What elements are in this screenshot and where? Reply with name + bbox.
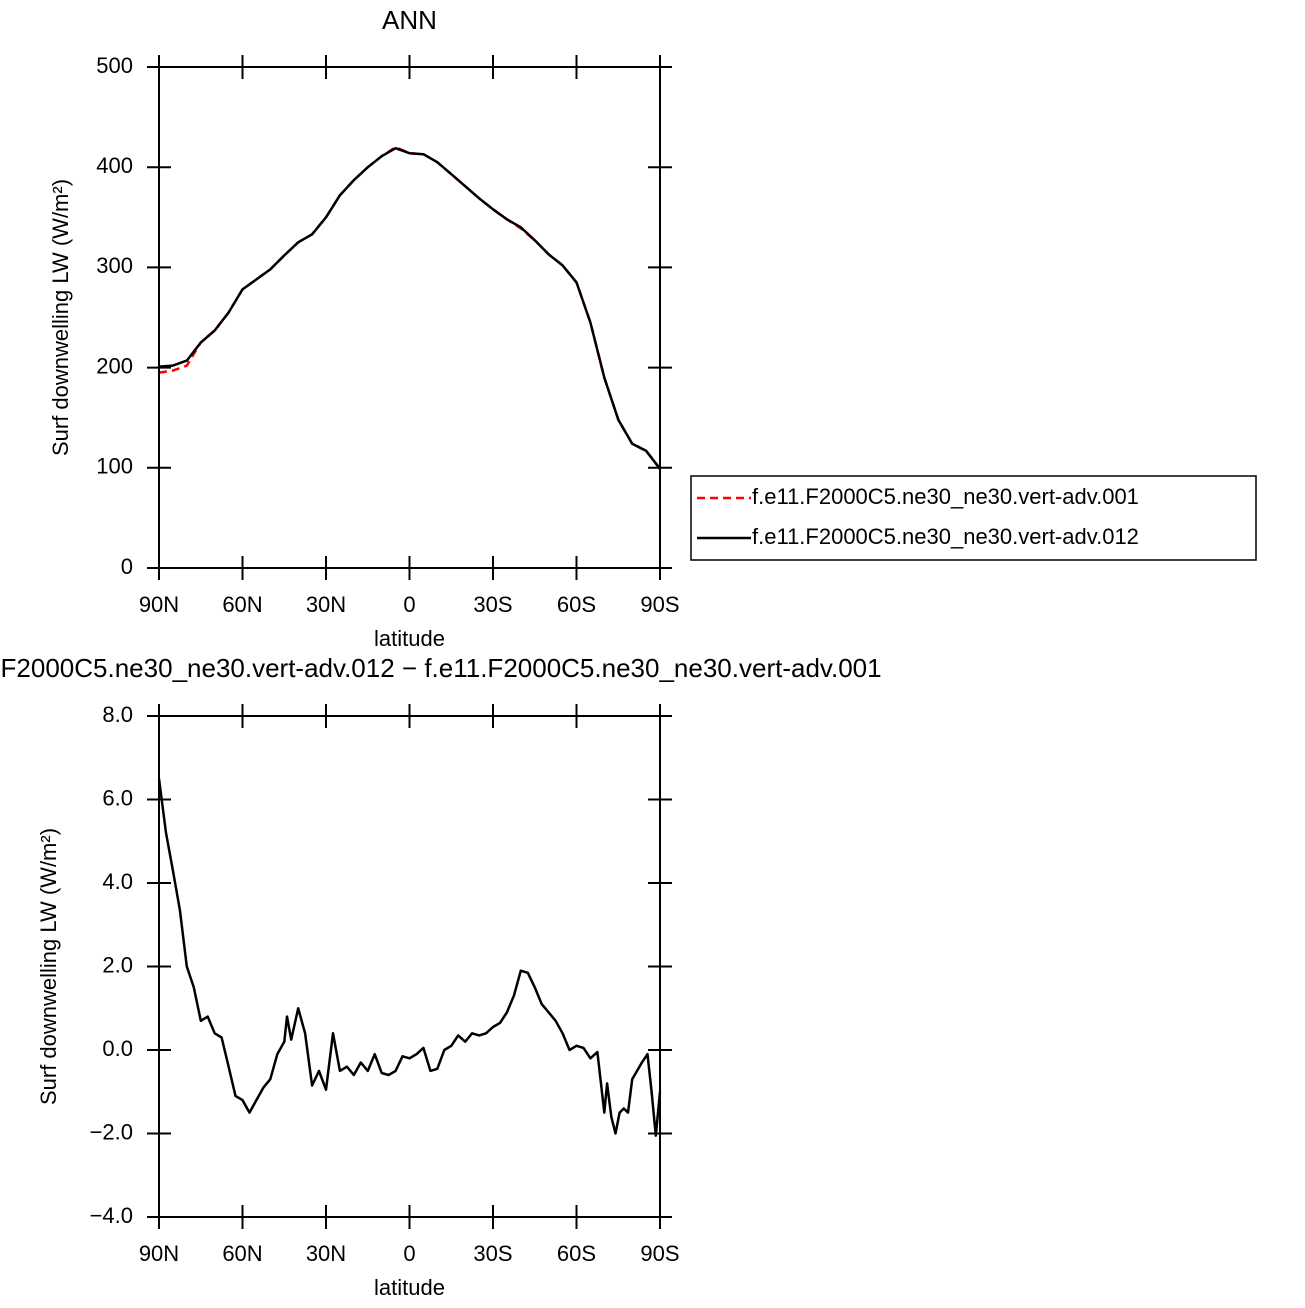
y-tick-label: 4.0 — [102, 869, 133, 894]
y-tick-label: 300 — [96, 253, 133, 278]
x-tick-label: 90S — [640, 1241, 679, 1266]
y-tick-label: 500 — [96, 53, 133, 78]
x-tick-label: 90S — [640, 592, 679, 617]
x-tick-label: 60S — [557, 592, 596, 617]
x-tick-label: 60N — [222, 1241, 262, 1266]
x-axis-label: latitude — [374, 626, 445, 651]
chart-title: f.e11.F2000C5.ne30_ne30.vert-adv.012 − f… — [0, 653, 882, 683]
legend-label: f.e11.F2000C5.ne30_ne30.vert-adv.012 — [752, 524, 1139, 549]
y-tick-label: 400 — [96, 153, 133, 178]
x-axis-label: latitude — [374, 1275, 445, 1300]
x-tick-label: 60S — [557, 1241, 596, 1266]
x-tick-label: 30N — [306, 1241, 346, 1266]
plot-frame — [158, 715, 661, 1218]
x-tick-label: 30S — [473, 592, 512, 617]
y-tick-label: 8.0 — [102, 702, 133, 727]
x-tick-label: 0 — [403, 592, 415, 617]
x-tick-label: 90N — [139, 1241, 179, 1266]
y-axis-label: Surf downwelling LW (W/m²) — [36, 828, 61, 1105]
plot-frame — [158, 66, 661, 569]
y-tick-label: 0.0 — [102, 1036, 133, 1061]
y-axis-label: Surf downwelling LW (W/m²) — [48, 179, 73, 456]
y-tick-label: 0 — [121, 554, 133, 579]
x-tick-label: 0 — [403, 1241, 415, 1266]
y-tick-label: −4.0 — [90, 1203, 133, 1228]
x-tick-label: 30S — [473, 1241, 512, 1266]
chart-title: ANN — [382, 5, 437, 35]
x-tick-label: 90N — [139, 592, 179, 617]
y-tick-label: 6.0 — [102, 785, 133, 810]
y-tick-label: 200 — [96, 353, 133, 378]
data-line — [157, 778, 662, 1137]
data-line — [158, 146, 661, 470]
legend-box — [690, 475, 1257, 561]
y-tick-label: −2.0 — [90, 1119, 133, 1144]
x-tick-label: 30N — [306, 592, 346, 617]
legend-label: f.e11.F2000C5.ne30_ne30.vert-adv.001 — [752, 484, 1139, 509]
x-tick-label: 60N — [222, 592, 262, 617]
y-tick-label: 100 — [96, 454, 133, 479]
y-tick-label: 2.0 — [102, 952, 133, 977]
